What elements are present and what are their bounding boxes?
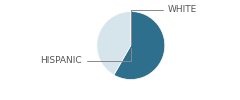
Text: WHITE: WHITE (131, 5, 198, 43)
Text: HISPANIC: HISPANIC (40, 48, 131, 65)
Wedge shape (97, 12, 131, 75)
Wedge shape (114, 12, 165, 80)
